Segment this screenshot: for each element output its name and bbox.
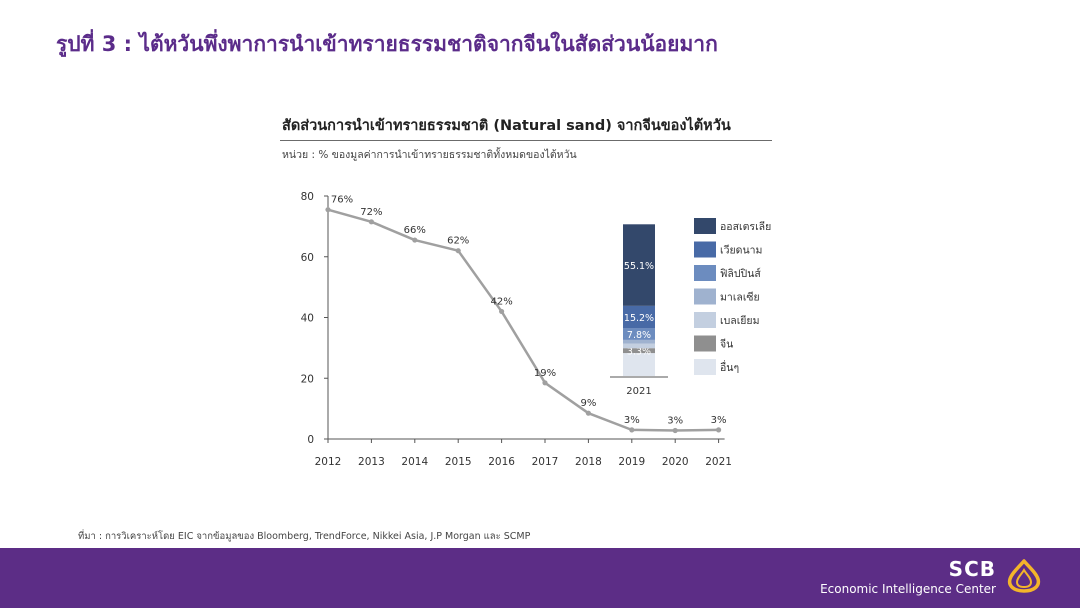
x-tick-label: 2018 bbox=[575, 456, 602, 468]
data-label: 76% bbox=[331, 195, 353, 206]
bar-segment-label: 3.3% bbox=[627, 347, 651, 358]
y-tick-label: 40 bbox=[301, 313, 314, 325]
x-tick-label: 2014 bbox=[401, 456, 428, 468]
x-tick-label: 2013 bbox=[358, 456, 385, 468]
data-point bbox=[412, 237, 418, 243]
x-tick-label: 2020 bbox=[662, 456, 689, 468]
x-tick-label: 2017 bbox=[532, 456, 559, 468]
legend-swatch bbox=[694, 312, 716, 328]
x-tick-label: 2019 bbox=[618, 456, 645, 468]
legend-swatch bbox=[694, 265, 716, 281]
bar-segment bbox=[623, 353, 655, 376]
x-tick-label: 2015 bbox=[445, 456, 472, 468]
legend-swatch bbox=[694, 218, 716, 234]
source-note: ที่มา : การวิเคราะห์โดย EIC จากข้อมูลของ… bbox=[78, 531, 531, 542]
x-tick-label: 2016 bbox=[488, 456, 515, 468]
data-point bbox=[716, 427, 722, 433]
data-point bbox=[325, 207, 331, 213]
chart-unit-note: หน่วย : % ของมูลค่าการนำเข้าทรายธรรมชาติ… bbox=[282, 149, 577, 161]
data-label: 42% bbox=[490, 296, 512, 307]
data-label: 3% bbox=[624, 415, 640, 426]
data-point bbox=[542, 380, 548, 386]
data-label: 66% bbox=[404, 225, 426, 236]
data-label: 9% bbox=[580, 398, 596, 409]
data-point bbox=[368, 219, 374, 225]
y-tick-label: 60 bbox=[301, 252, 314, 264]
legend-swatch bbox=[694, 359, 716, 375]
data-point bbox=[499, 308, 505, 315]
legend-label: จีน bbox=[720, 338, 733, 351]
legend-label: อื่นๆ bbox=[720, 360, 739, 374]
data-label: 72% bbox=[360, 207, 382, 218]
footer-bar: SCB Economic Intelligence Center bbox=[0, 548, 1080, 608]
chart-area: 0 20 40 60 80 2012 2013 2014 2015 2016 2017 2018 201… bbox=[301, 191, 772, 468]
bar-segment bbox=[623, 328, 655, 340]
data-point bbox=[629, 427, 635, 433]
data-label: 3% bbox=[667, 415, 683, 426]
data-point bbox=[585, 410, 592, 416]
y-tick-label: 80 bbox=[301, 191, 314, 203]
legend-swatch bbox=[694, 241, 716, 258]
y-tick-label: 20 bbox=[301, 373, 314, 385]
bar-segment bbox=[623, 305, 655, 329]
series-line bbox=[327, 208, 719, 432]
scb-logo-icon bbox=[1007, 559, 1041, 593]
legend-label: ฟิลิปปินส์ bbox=[720, 267, 761, 280]
bar-segment-label: 15.2% bbox=[624, 313, 654, 324]
legend-label: เวียดนาม bbox=[720, 244, 762, 257]
bar-segment-label: 55.1% bbox=[624, 261, 654, 272]
chart-title: สัดส่วนการนำเข้าทรายธรรมชาติ (Natural sa… bbox=[282, 118, 731, 134]
brand-subtitle: Economic Intelligence Center bbox=[820, 582, 996, 596]
slide-title: รูปที่ 3 : ไต้หวันพึ่งพาการนำเข้าทรายธรร… bbox=[56, 32, 718, 56]
bar-segment-label: 7.8% bbox=[627, 330, 651, 341]
legend-label: ออสเตรเลีย bbox=[720, 220, 771, 233]
bar-segment bbox=[623, 343, 655, 349]
bar-segment bbox=[623, 224, 655, 306]
bar-segment bbox=[623, 339, 655, 344]
legend-swatch bbox=[694, 335, 716, 352]
x-tick-label: 2021 bbox=[705, 456, 732, 468]
brand-block: SCB Economic Intelligence Center bbox=[820, 558, 996, 597]
chart-title-divider bbox=[280, 140, 772, 141]
bar-category-label: 2021 bbox=[626, 386, 651, 397]
bar-segment bbox=[623, 348, 655, 354]
data-point bbox=[455, 248, 461, 254]
y-tick-label: 0 bbox=[307, 434, 314, 446]
data-label: 3% bbox=[711, 415, 727, 426]
data-point bbox=[672, 427, 678, 434]
x-tick-label: 2012 bbox=[315, 456, 342, 468]
legend-swatch bbox=[694, 288, 716, 305]
legend-label: มาเลเซีย bbox=[720, 291, 760, 304]
brand-name: SCB bbox=[948, 557, 996, 581]
data-label: 19% bbox=[534, 368, 556, 379]
legend-label: เบลเยียม bbox=[720, 314, 760, 327]
data-label: 62% bbox=[447, 236, 469, 247]
